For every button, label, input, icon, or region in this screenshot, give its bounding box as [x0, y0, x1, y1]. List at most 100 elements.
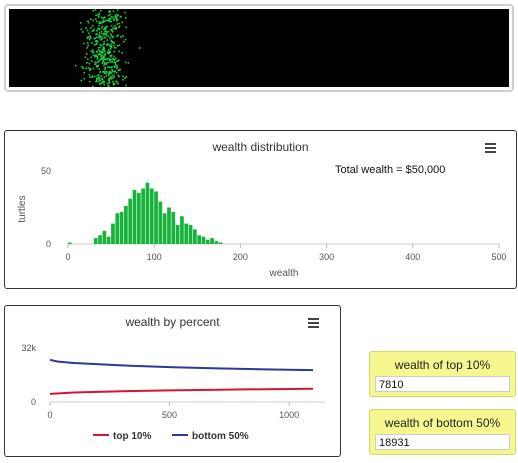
turtle	[109, 48, 112, 50]
turtle	[107, 43, 109, 45]
turtle	[108, 19, 111, 22]
turtle	[102, 20, 104, 23]
histogram-bar	[201, 236, 206, 244]
turtle	[93, 55, 96, 58]
turtle	[104, 27, 107, 30]
turtle	[99, 44, 102, 46]
turtle	[93, 44, 96, 46]
turtle	[103, 56, 105, 59]
plot-title: wealth by percent	[125, 315, 220, 329]
turtle	[102, 28, 105, 31]
turtle	[95, 20, 98, 23]
turtle	[98, 34, 101, 37]
turtle	[108, 43, 111, 46]
turtle	[115, 18, 118, 20]
turtle	[83, 77, 86, 80]
turtle	[87, 42, 89, 44]
y-axis-label: turtles	[17, 195, 28, 222]
histogram-bar	[102, 230, 107, 244]
world-view[interactable]	[9, 9, 509, 87]
turtle	[96, 75, 99, 77]
turtle	[85, 53, 88, 55]
histogram-bar	[214, 241, 219, 244]
turtle	[112, 44, 115, 47]
turtle	[82, 67, 84, 69]
turtle	[103, 34, 105, 36]
turtle	[116, 44, 119, 47]
turtle	[106, 39, 108, 41]
turtle	[74, 64, 77, 67]
turtle	[84, 56, 87, 59]
x-tick-label: 200	[233, 252, 248, 262]
turtle	[110, 24, 113, 27]
turtle	[104, 50, 106, 53]
turtle	[79, 22, 82, 24]
legend-item-label[interactable]: bottom 50%	[192, 431, 249, 442]
turtle	[100, 75, 103, 77]
turtle	[114, 27, 117, 30]
turtle	[121, 52, 123, 54]
turtle	[93, 75, 96, 78]
turtle	[92, 9, 95, 12]
turtle	[91, 85, 94, 87]
turtle	[98, 12, 101, 15]
turtle	[95, 61, 98, 64]
turtle	[90, 60, 93, 62]
histogram-bar	[145, 182, 150, 244]
turtle	[96, 50, 98, 53]
turtle	[101, 38, 103, 40]
turtle	[87, 20, 89, 23]
turtle	[103, 76, 106, 78]
turtle	[108, 74, 110, 77]
turtle	[110, 54, 113, 57]
turtle	[91, 49, 94, 51]
turtle	[99, 53, 102, 56]
turtle	[102, 81, 105, 84]
turtle	[107, 49, 110, 51]
turtle	[110, 29, 112, 31]
turtle	[89, 27, 92, 29]
turtle	[89, 69, 91, 71]
y-tick-label: 32k	[21, 343, 36, 353]
turtle	[115, 17, 117, 19]
histogram-bar	[132, 189, 137, 244]
turtle	[102, 43, 105, 46]
turtle	[114, 70, 116, 73]
turtle	[125, 26, 127, 29]
turtle	[93, 51, 95, 53]
turtle	[116, 35, 118, 38]
turtle	[115, 72, 118, 74]
turtle	[113, 27, 116, 30]
turtle	[87, 21, 90, 24]
turtle	[102, 80, 105, 83]
turtle	[106, 58, 109, 60]
turtle	[104, 36, 107, 39]
turtle	[106, 19, 108, 22]
x-tick-label: 1000	[279, 410, 299, 420]
turtle	[107, 35, 110, 37]
turtle	[118, 69, 121, 71]
turtle	[114, 65, 116, 67]
histogram-bar	[115, 213, 120, 244]
histogram-bar	[124, 206, 128, 244]
histogram-bar	[119, 211, 124, 244]
turtle	[104, 68, 106, 71]
turtle	[95, 79, 98, 82]
turtle	[101, 62, 104, 64]
turtle	[118, 26, 120, 29]
plot-menu-icon[interactable]	[485, 143, 496, 153]
turtle	[98, 78, 101, 81]
turtle	[118, 44, 121, 47]
turtle	[109, 20, 111, 23]
plot-menu-icon[interactable]	[308, 318, 319, 328]
turtle	[98, 16, 100, 18]
turtle	[107, 19, 110, 22]
turtle	[113, 59, 116, 61]
turtle	[103, 49, 105, 51]
turtle	[98, 14, 100, 16]
turtle	[124, 77, 126, 79]
turtle	[116, 9, 119, 11]
turtle	[103, 40, 105, 43]
legend-item-label[interactable]: top 10%	[113, 431, 151, 442]
turtle	[113, 17, 115, 20]
